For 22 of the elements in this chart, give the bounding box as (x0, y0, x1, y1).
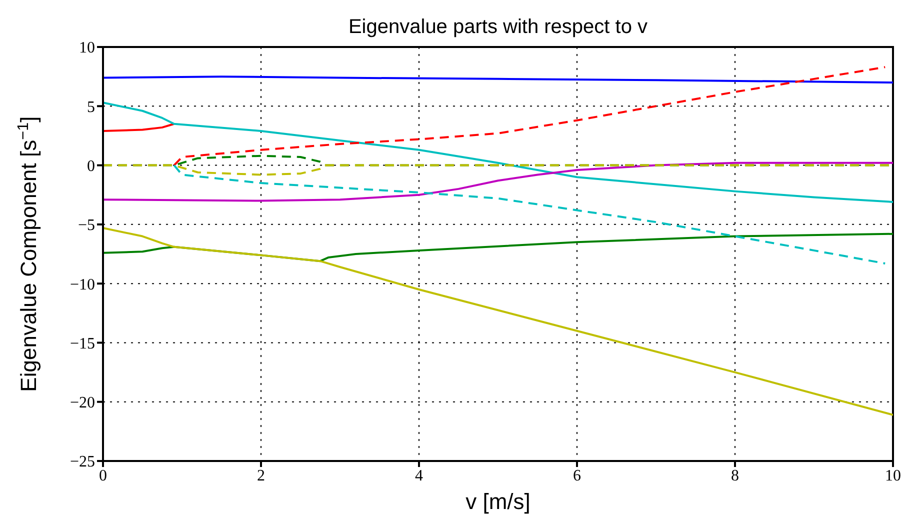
y-tick-label: −5 (78, 217, 95, 234)
line-series (173, 66, 886, 166)
y-tick-label: −10 (70, 276, 95, 294)
y-tick-label: −15 (70, 335, 95, 352)
line-series (103, 102, 893, 203)
line-series (103, 226, 893, 416)
y-tick-label: 10 (79, 40, 95, 57)
y-tick-label: 5 (87, 98, 95, 116)
x-tick-label: 10 (885, 467, 901, 484)
x-axis-title: v [m/s] (466, 489, 530, 514)
x-tick-label: 6 (573, 467, 581, 484)
line-series (103, 162, 893, 202)
x-tick-label: 8 (731, 467, 739, 484)
x-tick-label: 2 (257, 467, 265, 484)
chart-title: Eigenvalue parts with respect to v (347, 16, 649, 39)
x-tick-label: 4 (415, 467, 423, 484)
line-series (103, 122, 176, 132)
line-series (173, 164, 886, 264)
y-tick-label: 0 (87, 158, 95, 175)
y-tick-label: −25 (70, 454, 95, 471)
y-tick-label: −20 (70, 394, 95, 412)
x-tick-label: 0 (99, 467, 107, 484)
